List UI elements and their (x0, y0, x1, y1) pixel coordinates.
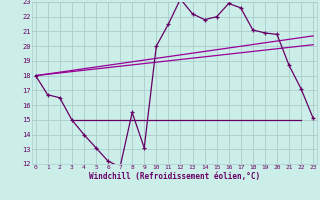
X-axis label: Windchill (Refroidissement éolien,°C): Windchill (Refroidissement éolien,°C) (89, 172, 260, 181)
